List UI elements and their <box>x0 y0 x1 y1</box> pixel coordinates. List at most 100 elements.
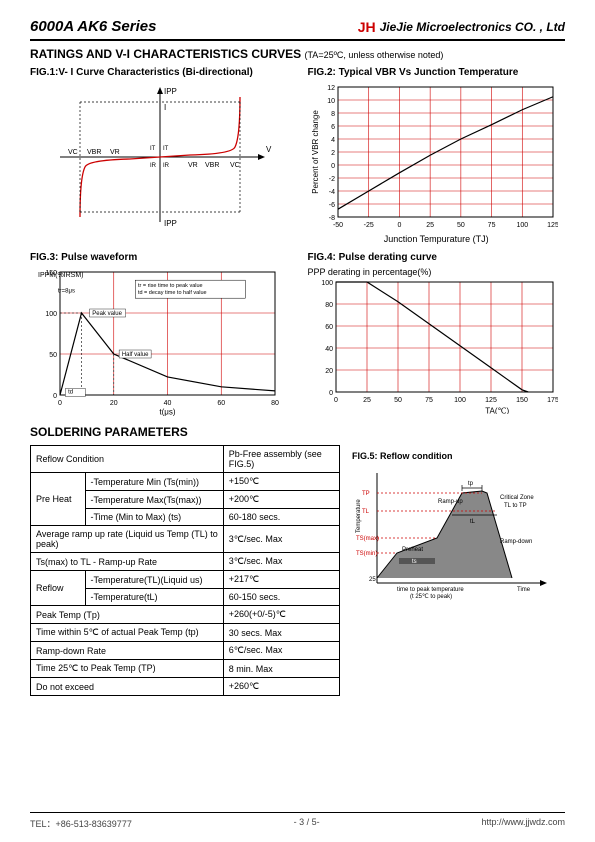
svg-text:IR: IR <box>163 163 170 169</box>
svg-text:0: 0 <box>397 222 401 229</box>
svg-text:100: 100 <box>454 397 466 404</box>
soldering-table: Reflow Condition Pb-Free assembly (see F… <box>30 445 340 696</box>
svg-text:-4: -4 <box>328 189 334 196</box>
table-cell: Reflow <box>31 571 86 606</box>
svg-text:Time: Time <box>517 587 531 593</box>
svg-text:60: 60 <box>325 324 333 331</box>
svg-text:100: 100 <box>516 222 528 229</box>
table-cell: -Time (Min to Max) (ts) <box>85 509 223 526</box>
table-cell: +217℃ <box>223 571 339 589</box>
table-row: Ts(max) to TL - Ramp-up Rate3℃/sec. Max <box>31 553 340 571</box>
fig5-chart: tL ts tp Critical Zone TL to TP Ramp-up … <box>352 463 552 603</box>
footer-page: - 3 / 5- <box>294 817 320 830</box>
svg-text:50: 50 <box>49 352 57 359</box>
svg-text:0: 0 <box>334 397 338 404</box>
svg-text:4: 4 <box>331 137 335 144</box>
table-cell: -Temperature(tL) <box>85 589 223 606</box>
svg-text:ts: ts <box>412 559 417 565</box>
svg-text:40: 40 <box>164 400 172 407</box>
svg-text:tr = rise time to peak value: tr = rise time to peak value <box>138 283 203 289</box>
section-soldering-title: SOLDERING PARAMETERS <box>30 425 565 439</box>
svg-text:125: 125 <box>547 222 558 229</box>
svg-text:20: 20 <box>110 400 118 407</box>
svg-text:0: 0 <box>329 390 333 397</box>
svg-text:50: 50 <box>394 397 402 404</box>
fig2-container: FIG.2: Typical VBR Vs Junction Temperatu… <box>308 67 566 244</box>
table-row: Reflow-Temperature(TL)(Liquid us)+217℃ <box>31 571 340 589</box>
svg-text:-6: -6 <box>328 202 334 209</box>
table-cell: 60-180 secs. <box>223 509 339 526</box>
svg-text:25: 25 <box>426 222 434 229</box>
table-cell: Time within 5℃ of actual Peak Temp (tp) <box>31 624 224 642</box>
svg-text:Peak value: Peak value <box>92 311 122 317</box>
table-cell: Peak Temp (Tp) <box>31 606 224 624</box>
svg-text:50: 50 <box>456 222 464 229</box>
fig4-chart: 0255075100125150175020406080100TA(℃) <box>308 279 558 414</box>
svg-text:175: 175 <box>547 397 558 404</box>
figures-row-2: FIG.3: Pulse waveform 020406080050100150… <box>30 252 565 417</box>
fig1-ipp-bot: IPP <box>164 219 177 228</box>
svg-text:10: 10 <box>327 98 335 105</box>
svg-text:25: 25 <box>369 577 376 583</box>
fig4-title: FIG.4: Pulse derating curve <box>308 252 566 263</box>
table-cell: Average ramp up rate (Liquid us Temp (TL… <box>31 526 224 553</box>
section-condition: (TA=25ºC, unless otherwise noted) <box>304 50 443 60</box>
section-title-text: RATINGS AND V-I CHARACTERISTICS CURVES <box>30 47 301 61</box>
table-header-2: Pb-Free assembly (see FIG.5) <box>223 446 339 473</box>
table-row: Time within 5℃ of actual Peak Temp (tp)3… <box>31 624 340 642</box>
svg-text:TL: TL <box>362 509 370 515</box>
table-row: Average ramp up rate (Liquid us Temp (TL… <box>31 526 340 553</box>
table-cell: Ramp-down Rate <box>31 642 224 660</box>
table-cell: -Temperature Min (Ts(min)) <box>85 473 223 491</box>
fig1-container: FIG.1:V- I Curve Characteristics (Bi-dir… <box>30 67 288 244</box>
svg-text:td: td <box>68 389 73 395</box>
fig1-ipp-top: IPP <box>164 87 177 96</box>
table-row: Peak Temp (Tp)+260(+0/-5)℃ <box>31 606 340 624</box>
svg-text:-2: -2 <box>328 176 334 183</box>
footer-url: http://www.jjwdz.com <box>481 817 565 830</box>
svg-text:tp: tp <box>468 481 474 487</box>
svg-text:100: 100 <box>45 311 57 318</box>
table-cell: +260℃ <box>223 678 339 696</box>
table-cell: 6℃/sec. Max <box>223 642 339 660</box>
svg-text:(t 25℃ to peak): (t 25℃ to peak) <box>410 594 452 600</box>
fig1-title: FIG.1:V- I Curve Characteristics (Bi-dir… <box>30 67 288 78</box>
page-header: 6000A AK6 Series JH JieJie Microelectron… <box>30 18 565 41</box>
svg-text:Temperature: Temperature <box>356 499 362 533</box>
company-text: JieJie Microelectronics CO. , Ltd <box>380 20 565 34</box>
table-row: Do not exceed+260℃ <box>31 678 340 696</box>
svg-text:Half value: Half value <box>122 352 149 358</box>
fig4-ylabel: PPP derating in percentage(%) <box>308 267 566 277</box>
svg-text:TS(max): TS(max) <box>356 536 379 542</box>
company-logo: JH <box>358 19 376 35</box>
fig1-chart: IPP IPP V I VC VBR VR VR VBR VC IT IR IR… <box>30 82 280 232</box>
fig4-container: FIG.4: Pulse derating curve PPP derating… <box>308 252 566 417</box>
product-title: 6000A AK6 Series <box>30 18 156 35</box>
svg-text:Ramp-down: Ramp-down <box>500 539 532 545</box>
table-cell: Time 25℃ to Peak Temp (TP) <box>31 660 224 678</box>
figures-row-1: FIG.1:V- I Curve Characteristics (Bi-dir… <box>30 67 565 244</box>
svg-text:-8: -8 <box>328 215 334 222</box>
svg-text:I: I <box>164 103 166 112</box>
svg-text:VC: VC <box>230 162 240 169</box>
svg-text:2: 2 <box>331 150 335 157</box>
svg-text:TL to TP: TL to TP <box>504 503 527 509</box>
svg-text:tr=8μs: tr=8μs <box>58 289 75 295</box>
svg-text:TA(℃): TA(℃) <box>485 406 509 414</box>
table-cell: +200℃ <box>223 491 339 509</box>
svg-text:V: V <box>266 145 272 154</box>
company-name: JH JieJie Microelectronics CO. , Ltd <box>358 19 565 35</box>
svg-text:0: 0 <box>331 163 335 170</box>
table-cell: -Temperature Max(Ts(max)) <box>85 491 223 509</box>
table-cell: 3℃/sec. Max <box>223 553 339 571</box>
table-row: Time 25℃ to Peak Temp (TP)8 min. Max <box>31 660 340 678</box>
svg-text:Ramp-up: Ramp-up <box>438 499 463 505</box>
fig3-container: FIG.3: Pulse waveform 020406080050100150… <box>30 252 288 417</box>
svg-text:40: 40 <box>325 346 333 353</box>
svg-text:IPPM(%IRSM): IPPM(%IRSM) <box>38 272 84 279</box>
fig5-title: FIG.5: Reflow condition <box>352 451 552 461</box>
fig2-xlabel: Junction Tempurature (TJ) <box>308 234 566 244</box>
svg-text:VR: VR <box>188 162 198 169</box>
svg-text:8: 8 <box>331 111 335 118</box>
svg-text:12: 12 <box>327 85 335 92</box>
